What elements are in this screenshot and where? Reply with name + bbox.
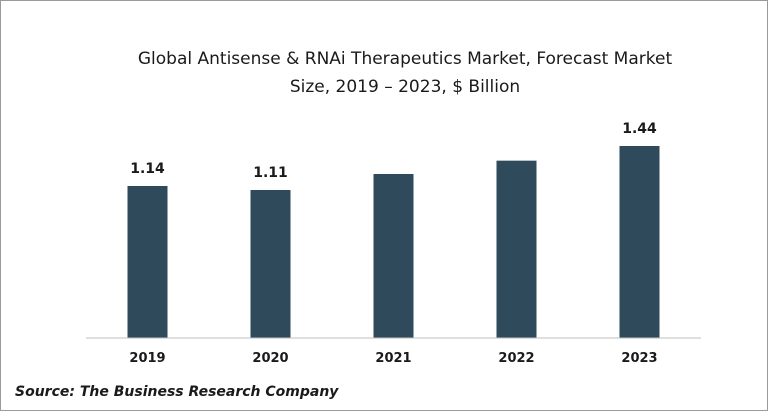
bar-2019 (127, 186, 168, 338)
bar-2021 (373, 174, 414, 338)
source-note: Source: The Business Research Company (15, 384, 339, 400)
chart-title: Global Antisense & RNAi Therapeutics Mar… (61, 45, 749, 101)
data-label-2019: 1.14 (130, 161, 165, 177)
x-tick-label-2020: 2020 (252, 351, 288, 366)
x-tick-label-2019: 2019 (129, 351, 165, 366)
data-label-2020: 1.11 (253, 165, 288, 181)
data-labels: 1.14 1.11 1.44 (130, 121, 657, 181)
bar-group (127, 146, 660, 338)
data-label-2023: 1.44 (622, 121, 657, 137)
bar-2023 (619, 146, 660, 338)
x-tick-label-2021: 2021 (375, 351, 411, 366)
x-tick-label-2022: 2022 (498, 351, 534, 366)
chart-title-line-1: Global Antisense & RNAi Therapeutics Mar… (137, 49, 673, 69)
x-tick-label-2023: 2023 (621, 351, 657, 366)
bar-2022 (496, 160, 537, 338)
x-tick-labels: 2019 2020 2021 2022 2023 (129, 351, 657, 366)
chart-title-line-2: Size, 2019 – 2023, $ Billion (289, 77, 521, 97)
bar-2020 (250, 190, 291, 338)
